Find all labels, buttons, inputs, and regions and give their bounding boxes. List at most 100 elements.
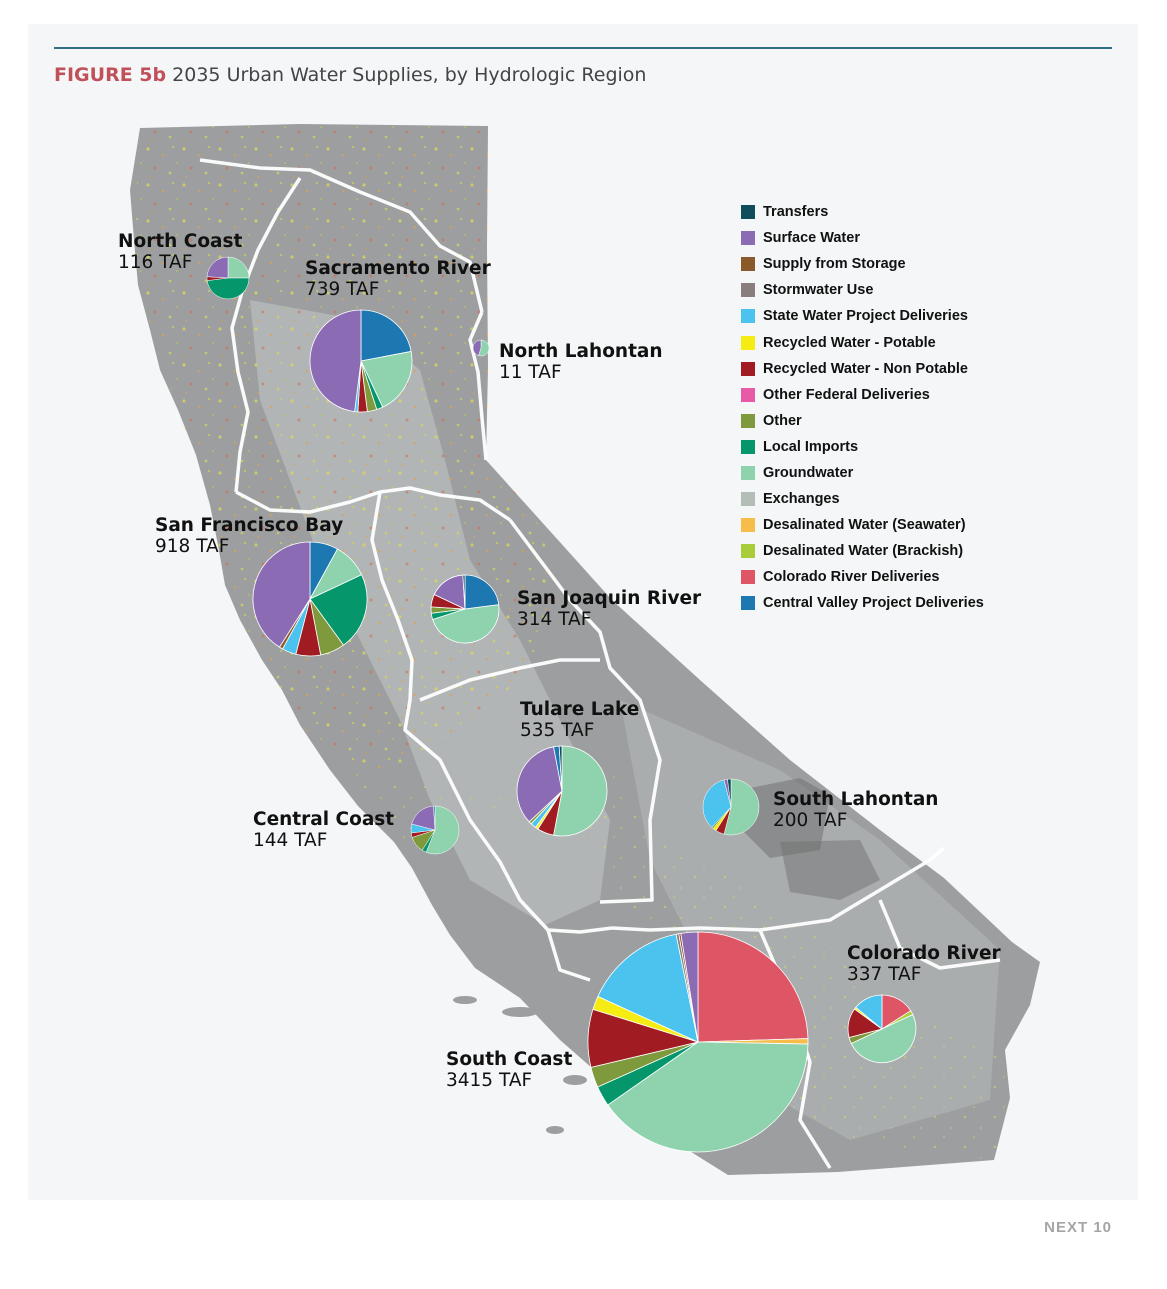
vegetation-speckle <box>134 124 560 780</box>
pie-slice-surface-water <box>680 931 699 1043</box>
legend-label: Recycled Water - Potable <box>763 334 936 351</box>
legend-swatch <box>741 257 755 272</box>
legend-label: Desalinated Water (Brackish) <box>763 543 964 560</box>
region-name: North Lahontan <box>499 341 663 362</box>
region-name: Central Coast <box>253 809 395 830</box>
region-total: 200 TAF <box>773 810 848 832</box>
legend-item-other-federal: Other Federal Deliveries <box>741 382 984 408</box>
legend-item-exchanges: Exchanges <box>741 486 984 512</box>
pie-slice-groundwater <box>723 778 760 836</box>
pie-north-lahontan <box>472 339 490 357</box>
pie-slice-surface-water <box>472 339 482 356</box>
pie-slice-transfers <box>462 574 466 610</box>
region-name: Colorado River <box>847 943 1001 964</box>
pie-slice-surface-water <box>252 541 311 648</box>
legend-label: Desalinated Water (Seawater) <box>763 517 966 534</box>
region-total: 314 TAF <box>517 609 592 631</box>
legend-swatch <box>741 231 755 246</box>
pie-slice-surface-water <box>206 256 229 279</box>
pie-slice-local-imports <box>309 574 368 646</box>
legend-swatch <box>741 361 755 376</box>
pie-slice-colorado-river <box>697 931 809 1043</box>
legend-swatch <box>741 309 755 324</box>
legend-label: Recycled Water - Non Potable <box>763 360 968 377</box>
figure-caption: 2035 Urban Water Supplies, by Hydrologic… <box>172 64 647 86</box>
pie-slice-cvp <box>360 309 412 362</box>
pie-charts <box>206 256 917 1153</box>
region-label-san-joaquin-river: San Joaquin River 314 TAF <box>517 588 701 631</box>
region-name: San Joaquin River <box>517 588 702 609</box>
legend-swatch <box>741 205 755 220</box>
legend-swatch <box>741 492 755 507</box>
pie-north-coast <box>206 256 250 300</box>
legend-item-local-imports: Local Imports <box>741 434 984 460</box>
pie-slice-swp <box>597 933 699 1043</box>
pie-south-coast <box>587 931 809 1153</box>
legend-label: Stormwater Use <box>763 282 874 299</box>
footer-text: NEXT 10 <box>1044 1219 1112 1236</box>
channel-island <box>546 1126 564 1134</box>
region-name: North Coast <box>118 231 243 252</box>
region-label-north-coast: North Coast 116 TAF <box>118 231 242 274</box>
legend-item-recycled-potable: Recycled Water - Potable <box>741 329 984 355</box>
pie-slice-transfers <box>727 778 732 808</box>
legend-label: Other Federal Deliveries <box>763 386 930 403</box>
channel-island <box>453 996 477 1004</box>
legend-label: Other <box>763 412 802 429</box>
legend-item-transfers: Transfers <box>741 199 984 225</box>
pie-slice-groundwater <box>360 350 413 408</box>
legend-label: Surface Water <box>763 230 860 247</box>
top-rule <box>54 47 1112 49</box>
region-total: 535 TAF <box>520 720 595 742</box>
legend-label: Central Valley Project Deliveries <box>763 595 984 612</box>
legend-item-recycled-non-potable: Recycled Water - Non Potable <box>741 356 984 382</box>
region-label-colorado-river: Colorado River 337 TAF <box>847 943 1001 986</box>
pie-slice-groundwater <box>425 805 460 855</box>
region-boundaries <box>199 158 1001 1169</box>
legend-label: Groundwater <box>763 464 854 481</box>
legend-item-supply-from-storage: Supply from Storage <box>741 251 984 277</box>
legend-item-cvp: Central Valley Project Deliveries <box>741 590 984 616</box>
region-label-tulare-lake: Tulare Lake 535 TAF <box>520 699 639 742</box>
pie-slice-cvp <box>464 574 500 610</box>
legend-item-surface-water: Surface Water <box>741 225 984 251</box>
pie-san-joaquin-river <box>430 574 500 644</box>
pie-central-coast <box>410 805 460 855</box>
region-name: San Francisco Bay <box>155 515 344 536</box>
region-label-north-lahontan: North Lahontan 11 TAF <box>499 341 663 384</box>
region-name: South Lahontan <box>773 789 939 810</box>
legend-swatch <box>741 518 755 533</box>
vegetation-speckle-south <box>360 760 1010 1160</box>
pie-slice-groundwater <box>227 256 250 279</box>
legend-swatch <box>741 413 755 428</box>
region-total: 337 TAF <box>847 964 922 986</box>
region-label-south-lahontan: South Lahontan 200 TAF <box>773 789 938 832</box>
region-name: South Coast <box>446 1049 573 1070</box>
legend-item-stormwater-use: Stormwater Use <box>741 277 984 303</box>
region-name: Sacramento River <box>305 258 491 279</box>
legend-label: Local Imports <box>763 438 859 455</box>
pie-south-lahontan <box>702 778 760 836</box>
pie-slice-surface-water <box>516 746 563 823</box>
pie-slice-cvp <box>433 805 436 831</box>
legend-swatch <box>741 387 755 402</box>
pie-san-francisco-bay <box>252 541 368 657</box>
channel-island <box>546 1011 574 1019</box>
pie-sacramento-river <box>309 309 413 413</box>
region-total: 11 TAF <box>499 362 562 384</box>
pie-slice-swp <box>855 994 883 1030</box>
figure-title: FIGURE 5b 2035 Urban Water Supplies, by … <box>54 64 646 86</box>
legend-label: State Water Project Deliveries <box>763 308 968 325</box>
pie-tulare-lake <box>516 745 608 837</box>
legend-item-other: Other <box>741 408 984 434</box>
legend-label: Supply from Storage <box>763 256 906 273</box>
pie-slice-local-imports <box>206 277 250 300</box>
pie-slice-surface-water <box>309 309 362 413</box>
region-total: 739 TAF <box>305 279 380 301</box>
legend-label: Exchanges <box>763 491 840 508</box>
region-label-central-coast: Central Coast 144 TAF <box>253 809 394 852</box>
pie-slice-groundwater <box>850 1013 917 1064</box>
pie-slice-groundwater <box>553 745 608 837</box>
legend-item-swp: State Water Project Deliveries <box>741 303 984 329</box>
